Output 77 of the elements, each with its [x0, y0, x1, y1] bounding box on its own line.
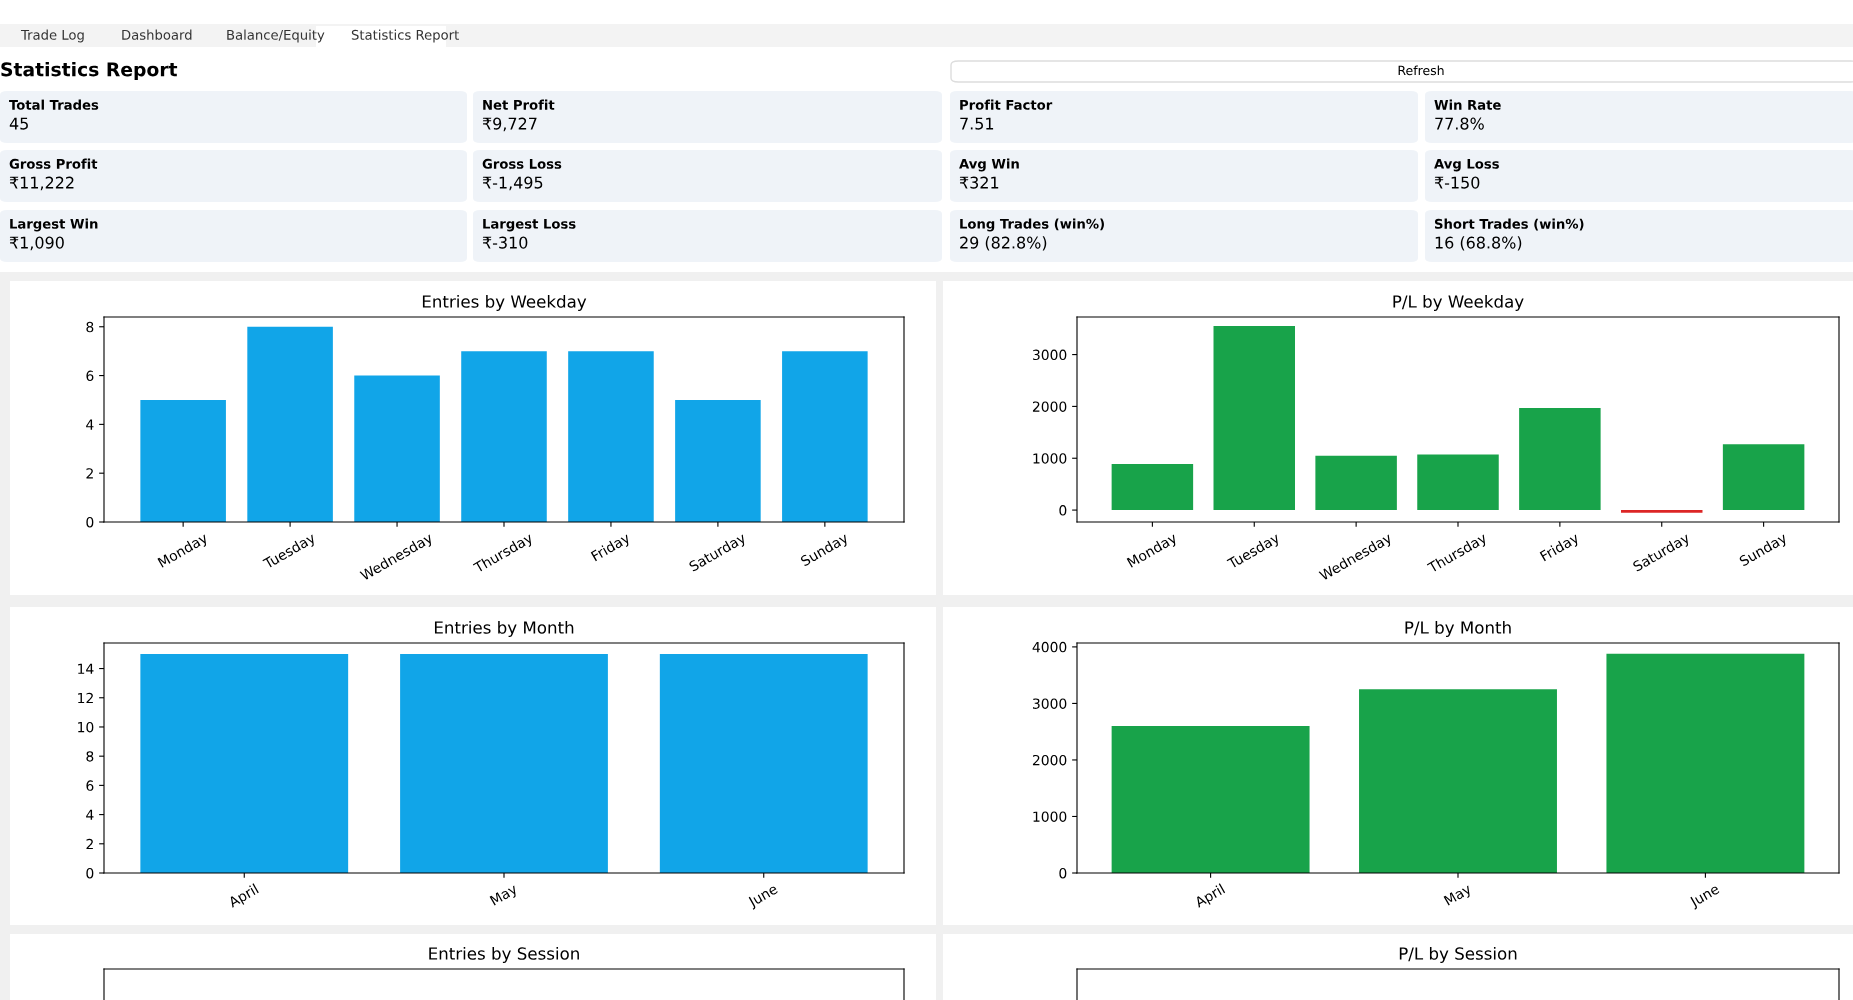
text: Statistics Report — [351, 29, 459, 43]
y-tick-label: 2000 — [1032, 401, 1067, 412]
text: Largest Loss — [483, 218, 576, 232]
y-tick-label: 3000 — [1032, 698, 1067, 709]
text: Balance/Equity — [227, 29, 325, 43]
text: 16 (68.8%) — [1435, 236, 1522, 251]
bar — [675, 399, 761, 522]
text: Avg Win — [959, 158, 1019, 172]
bar — [1722, 444, 1805, 511]
text: ₹1,090 — [9, 236, 64, 251]
chart-title: P/L by Month — [1405, 620, 1511, 638]
y-tick-label: 8 — [86, 321, 94, 333]
text: Refresh — [1398, 65, 1444, 76]
text: ₹9,727 — [482, 117, 537, 132]
bar — [1519, 407, 1601, 511]
text: ₹-150 — [1434, 176, 1480, 189]
text: Win Rate — [1434, 99, 1501, 110]
bar — [247, 326, 333, 522]
text: Gross Profit — [9, 158, 98, 169]
text: ₹11,222 — [9, 176, 74, 191]
y-tick-label: 8 — [86, 751, 94, 762]
text: Total Trades — [9, 99, 99, 110]
y-tick-label: 2 — [86, 838, 93, 850]
text: Long Trades (win%) — [960, 218, 1104, 232]
y-tick-label: 1000 — [1033, 811, 1067, 822]
y-tick-label: 4 — [86, 419, 94, 430]
chart-title: P/L by Weekday — [1393, 294, 1524, 312]
text: 77.8% — [1435, 117, 1484, 130]
y-tick-label: 0 — [1059, 867, 1067, 879]
text: 45 — [9, 117, 28, 130]
text: Entries by Session — [429, 946, 579, 964]
y-tick-label: 2000 — [1032, 754, 1067, 766]
y-tick-label: 14 — [78, 663, 94, 674]
y-tick-label: 1000 — [1033, 453, 1067, 464]
text: ₹-310 — [482, 236, 528, 249]
y-tick-label: 0 — [86, 867, 94, 879]
y-tick-label: 10 — [78, 721, 94, 733]
y-tick-label: 4000 — [1032, 641, 1067, 653]
y-tick-label: 12 — [78, 692, 93, 704]
x-tick-label: May — [489, 883, 520, 909]
bar — [1315, 455, 1397, 511]
bar — [1417, 454, 1499, 511]
chart-title: Entries by Month — [434, 620, 574, 638]
text: Short Trades (win%) — [1434, 218, 1584, 231]
y-tick-label: 2 — [86, 468, 93, 479]
text: Largest Win — [10, 218, 98, 232]
bar — [1620, 510, 1703, 513]
text: Gross Loss — [482, 158, 562, 169]
bar — [1213, 326, 1296, 511]
y-tick-label: 6 — [86, 370, 94, 382]
chart-title: Entries by Weekday — [422, 294, 587, 312]
y-tick-label: 0 — [86, 516, 94, 528]
x-tick-label: May — [1443, 883, 1474, 909]
text: Dashboard — [122, 29, 192, 40]
text: ₹-1,495 — [482, 176, 543, 191]
text: Avg Loss — [1434, 158, 1499, 172]
y-tick-label: 3000 — [1032, 349, 1067, 361]
bar — [568, 351, 654, 522]
text: 29 (82.8%) — [960, 236, 1047, 251]
bar — [782, 351, 868, 522]
bar — [1606, 653, 1805, 873]
y-tick-label: 0 — [1059, 505, 1067, 516]
bar — [461, 351, 547, 522]
bar — [1359, 689, 1557, 873]
text: 7.51 — [960, 117, 994, 130]
text: Net Profit — [483, 99, 555, 110]
text: Trade Log — [20, 29, 84, 43]
bar — [1111, 726, 1310, 873]
bar — [1111, 463, 1194, 511]
text: Profit Factor — [960, 99, 1053, 110]
y-tick-label: 4 — [86, 809, 94, 820]
y-tick-label: 6 — [86, 780, 94, 791]
text: P/L by Session — [1399, 946, 1517, 964]
bar — [354, 375, 440, 522]
text: Statistics Report — [1, 61, 178, 81]
bar — [140, 399, 226, 522]
text: ₹321 — [959, 176, 999, 189]
